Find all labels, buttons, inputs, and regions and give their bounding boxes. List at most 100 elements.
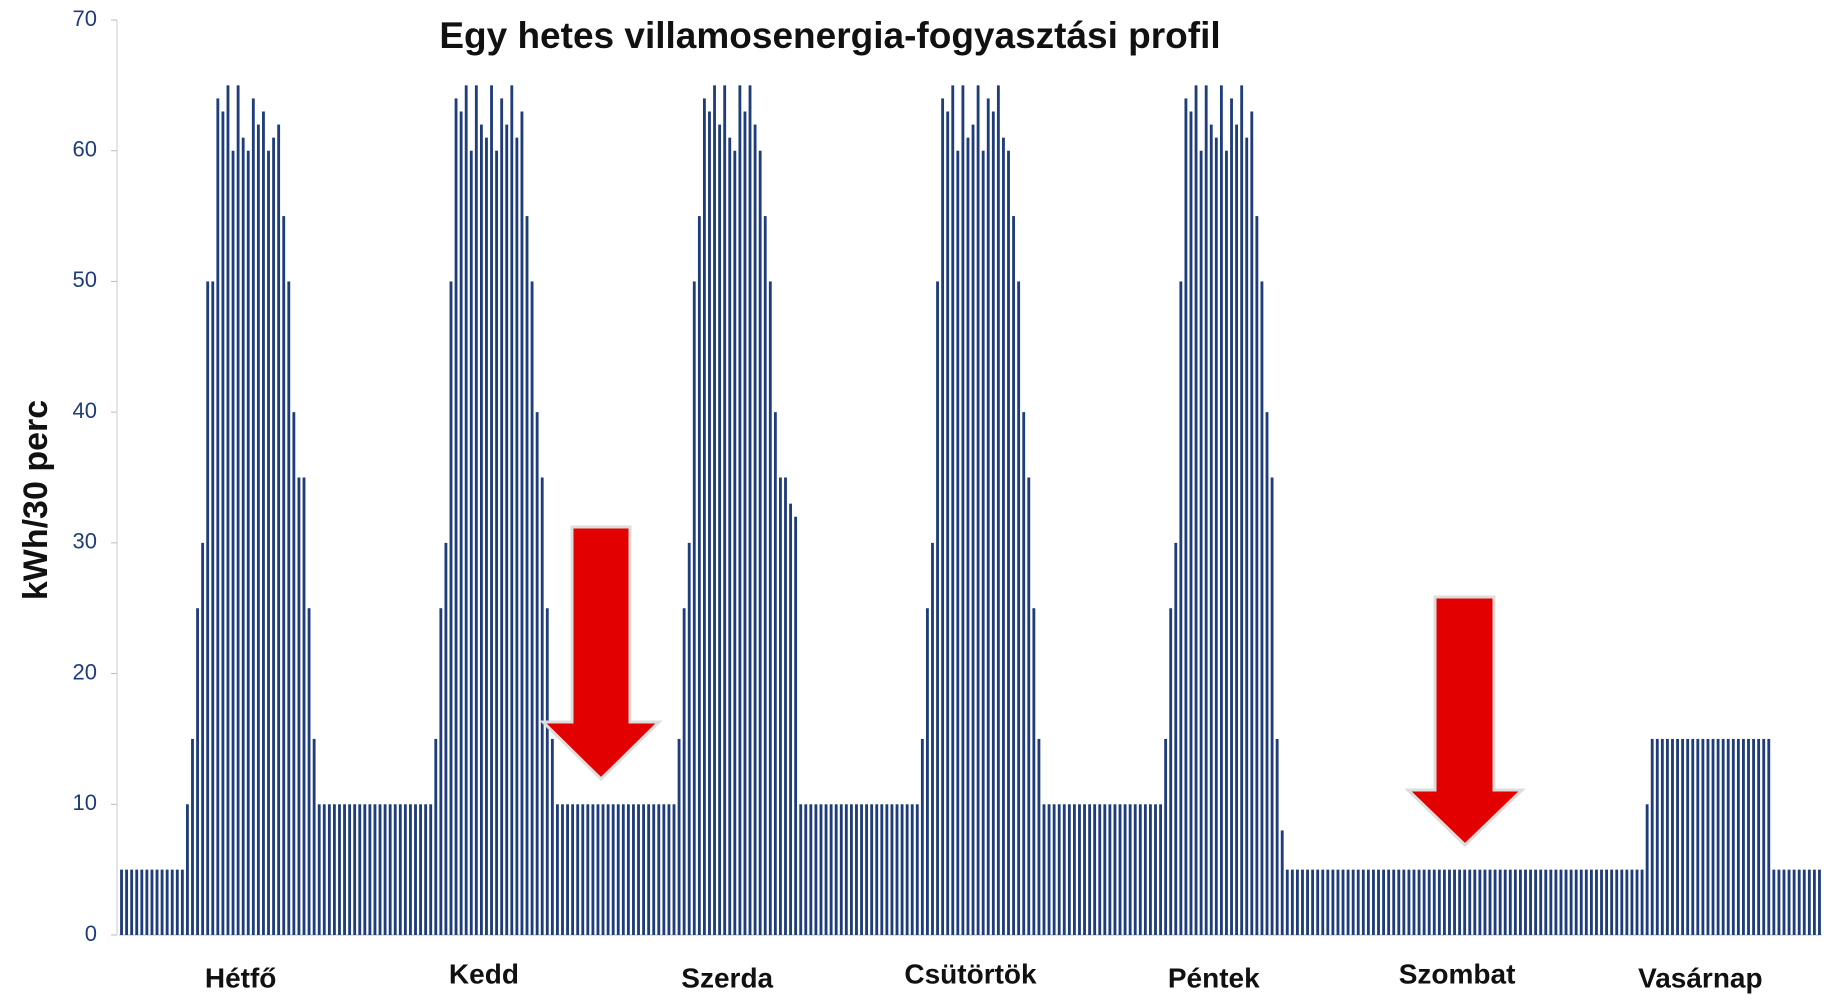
bar	[1174, 542, 1178, 935]
bar	[434, 738, 438, 935]
bar	[1442, 869, 1446, 935]
bar	[272, 137, 276, 936]
bar	[936, 281, 939, 935]
bar	[809, 804, 813, 935]
bar	[576, 804, 580, 935]
bar	[941, 98, 945, 935]
bar	[1336, 869, 1340, 935]
bar	[1397, 869, 1401, 935]
bar	[135, 869, 139, 935]
bar	[145, 869, 149, 935]
bar	[900, 804, 904, 935]
bar	[1807, 869, 1811, 935]
bar	[1584, 869, 1588, 935]
bar	[748, 85, 752, 936]
bar	[1159, 804, 1162, 935]
bar	[267, 150, 270, 935]
bar	[120, 869, 123, 935]
bar	[160, 869, 164, 935]
bar	[601, 804, 605, 935]
bar	[155, 869, 159, 935]
bar	[424, 804, 428, 935]
bar	[855, 804, 858, 935]
bar	[525, 216, 529, 936]
bar	[1412, 869, 1416, 935]
bar	[708, 111, 711, 935]
bar	[479, 124, 483, 936]
bar	[1488, 869, 1492, 935]
y-tick-label: 10	[73, 790, 97, 815]
bar	[1615, 869, 1619, 935]
bar	[718, 124, 722, 936]
bar	[226, 85, 230, 936]
bar	[140, 869, 144, 935]
bar	[1569, 869, 1573, 935]
bar	[626, 804, 630, 935]
bar	[1437, 869, 1441, 935]
bar	[743, 111, 747, 935]
bar	[905, 804, 909, 935]
bar	[292, 412, 296, 936]
bar	[191, 738, 194, 935]
bar	[1230, 98, 1233, 935]
bar	[1691, 738, 1695, 935]
bar	[1154, 804, 1157, 935]
bar	[1422, 869, 1426, 935]
bar	[1731, 738, 1735, 935]
bar	[545, 608, 549, 935]
bar	[652, 804, 656, 935]
bar	[885, 804, 889, 935]
bar	[1240, 85, 1244, 936]
bar	[1625, 869, 1629, 935]
bar	[1250, 111, 1254, 935]
bar	[1280, 830, 1284, 935]
bar	[763, 216, 767, 936]
bar	[1655, 738, 1659, 935]
bar	[773, 412, 777, 936]
bar	[1083, 804, 1086, 935]
bar	[596, 804, 600, 935]
bar	[1645, 804, 1649, 935]
bar	[1610, 869, 1614, 935]
bar	[388, 804, 392, 935]
bar	[1777, 869, 1781, 935]
bar	[1382, 869, 1385, 935]
chart-title: Egy hetes villamosenergia-fogyasztási pr…	[439, 15, 1220, 56]
bar	[495, 150, 499, 935]
x-tick-label: Szombat	[1399, 958, 1516, 989]
bar	[1199, 150, 1203, 935]
bar	[571, 804, 575, 935]
bar	[1483, 869, 1487, 935]
bar	[1595, 869, 1598, 935]
bar	[814, 804, 818, 935]
bar	[1792, 869, 1796, 935]
bar	[728, 137, 732, 936]
bar	[1275, 738, 1279, 935]
bar	[1574, 869, 1578, 935]
bar	[1098, 804, 1102, 935]
x-tick-label: Szerda	[681, 962, 773, 993]
bar	[1630, 869, 1634, 935]
bar	[398, 804, 402, 935]
bar	[1260, 281, 1264, 935]
bar	[1169, 608, 1173, 935]
bar	[1346, 869, 1350, 935]
bar	[165, 869, 169, 935]
bar	[175, 869, 179, 935]
bar	[1078, 804, 1081, 935]
bar	[1742, 738, 1745, 935]
bar	[358, 804, 362, 935]
bar	[287, 281, 291, 935]
bar	[1002, 137, 1005, 936]
x-tick-label: Kedd	[449, 958, 519, 989]
bar	[1427, 869, 1431, 935]
bar	[1387, 869, 1391, 935]
bar	[1052, 804, 1056, 935]
bar	[1093, 804, 1097, 935]
bar	[1736, 738, 1740, 935]
bar	[849, 804, 853, 935]
bar	[1503, 869, 1507, 935]
bar	[1417, 869, 1421, 935]
bar	[920, 738, 924, 935]
bar	[996, 85, 1000, 936]
